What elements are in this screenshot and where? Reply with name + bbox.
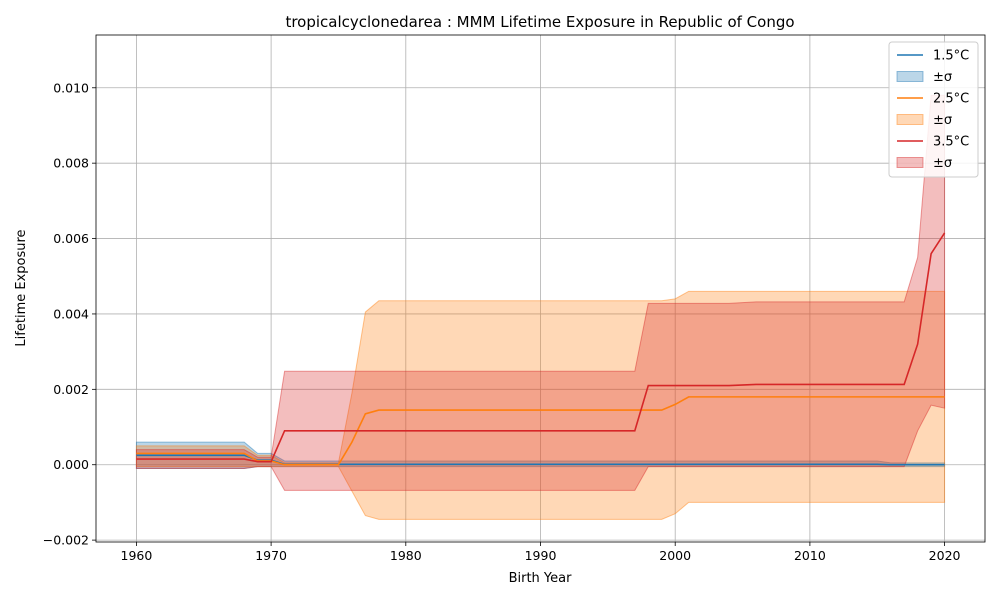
y-tick-label: 0.004 (53, 306, 89, 321)
x-axis-label: Birth Year (509, 571, 573, 586)
x-tick-label: 2000 (659, 548, 691, 563)
x-tick-label: 1960 (121, 548, 153, 563)
y-tick-label: 0.000 (53, 457, 89, 472)
series-lines (136, 232, 946, 466)
line-series-3 (136, 232, 946, 463)
x-tick-label: 1980 (390, 548, 422, 563)
grid-lines (96, 35, 985, 542)
x-tick-label: 2010 (794, 548, 826, 563)
x-axis: 1960 1970 1980 1990 2000 2010 2020 (121, 542, 961, 563)
chart-title: tropicalcyclonedarea : MMM Lifetime Expo… (285, 13, 794, 31)
band-series-3 (135, 94, 946, 491)
legend-band-swatch (896, 71, 924, 82)
y-axis-label: Lifetime Exposure (14, 229, 29, 346)
y-tick-label: −0.002 (43, 533, 89, 548)
x-tick-label: 1970 (255, 548, 287, 563)
legend-label: 2.5°C (933, 92, 969, 107)
y-tick-label: 0.008 (53, 156, 89, 171)
y-axis: −0.002 0.000 0.002 0.004 0.006 0.008 0.010 (43, 80, 96, 548)
y-tick-label: 0.002 (53, 382, 89, 397)
y-tick-label: 0.010 (53, 80, 89, 95)
band-series-1 (135, 441, 946, 469)
legend-band-label: ±σ (933, 113, 952, 128)
line-series-2 (136, 396, 945, 466)
legend-band-label: ±σ (933, 156, 952, 171)
legend-box (888, 41, 979, 178)
legend-band-label: ±σ (933, 70, 952, 85)
legend-band-swatch (896, 114, 924, 125)
legend-band-swatch (896, 157, 924, 168)
y-tick-label: 0.006 (53, 231, 89, 246)
x-tick-label: 2020 (929, 548, 961, 563)
bands (135, 94, 946, 520)
band-series-2 (135, 290, 946, 520)
legend-label: 1.5°C (933, 49, 969, 64)
legend-label: 3.5°C (933, 135, 969, 150)
x-tick-label: 1990 (525, 548, 557, 563)
legend: 1.5°C ±σ 2.5°C ±σ 3.5°C ±σ (888, 41, 979, 178)
